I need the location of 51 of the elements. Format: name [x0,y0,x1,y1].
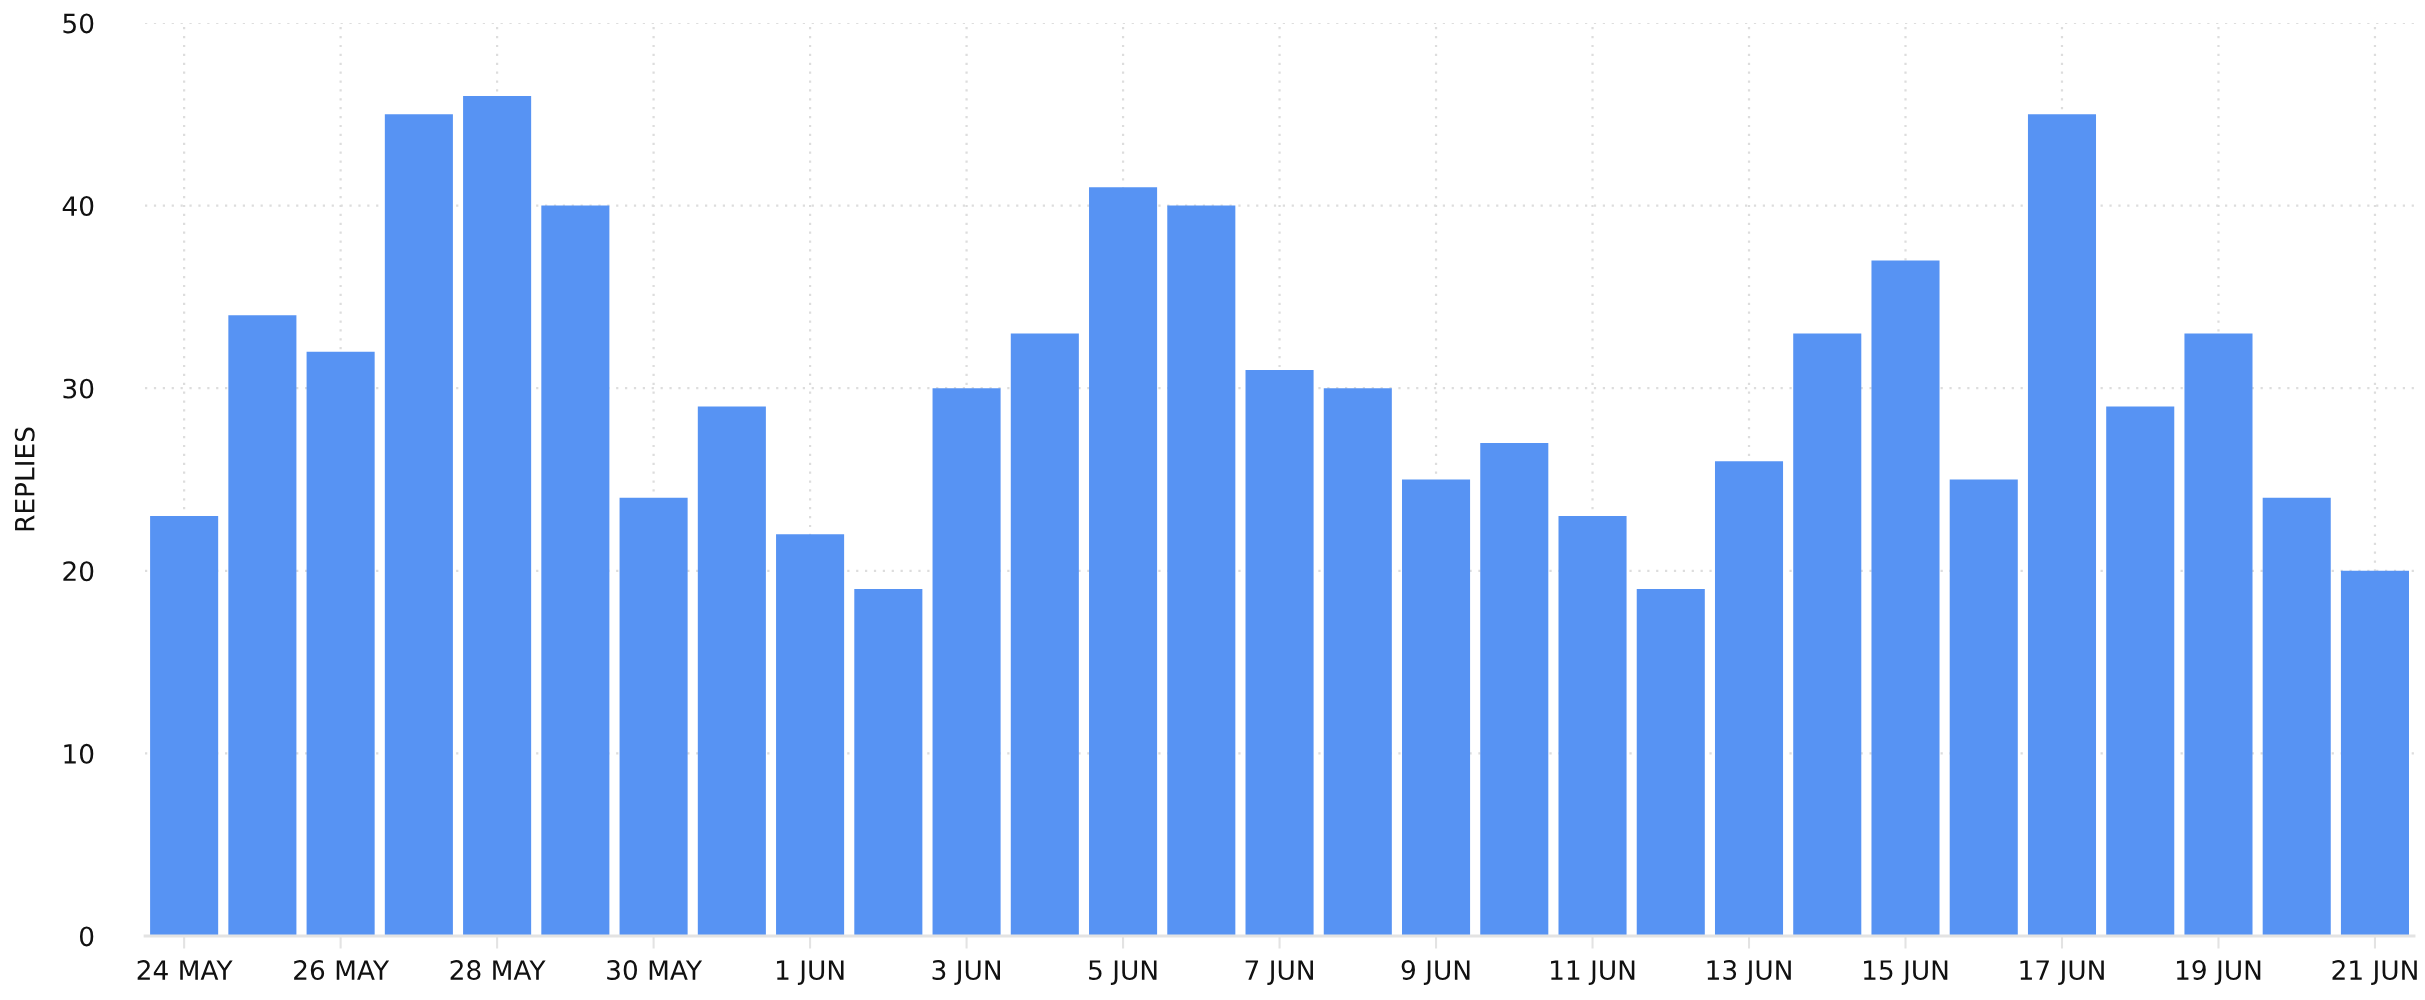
x-tick-label: 11 JUN [1551,960,1635,985]
x-tick-label: 1 JUN [776,960,844,985]
bar [541,205,610,936]
y-tick-label: 20 [63,561,94,582]
x-tick-label: 24 MAY [137,960,233,980]
x-tick-label: 21 JUN [2332,960,2417,985]
y-tick-label: 30 [63,378,94,399]
bar [1949,479,2018,936]
bar [1402,479,1471,936]
x-tick-label: 13 JUN [1707,960,1791,985]
bar [1010,333,1079,936]
bar [697,406,766,936]
bar [1323,388,1392,936]
bar [306,351,375,936]
bar [1558,516,1627,936]
y-axis-title: REPLIES [14,427,35,531]
bar [1480,442,1549,936]
x-tick-label: 15 JUN [1864,960,1948,985]
bar [2106,406,2175,936]
bar [776,534,845,936]
bar [2027,114,2097,936]
x-tick-label: 5 JUN [1089,960,1157,985]
x-tick-label: 28 MAY [450,960,546,981]
bar [854,589,923,936]
x-tick-label: 17 JUN [2020,960,2104,985]
x-tick-label: 3 JUN [932,960,1000,985]
y-tick-label: 10 [64,743,94,764]
x-tick-label: 7 JUN [1245,960,1313,985]
bar [1089,187,1158,936]
bar [1245,369,1314,936]
x-tick-label: 9 JUN [1401,960,1470,985]
bar [2262,497,2331,936]
y-tick-label: 50 [63,13,94,34]
bar [1167,205,1236,936]
bar [2184,333,2253,936]
bar [2340,570,2409,936]
bar [1793,333,1862,936]
x-tick-label: 30 MAY [607,960,703,981]
bar [228,315,297,936]
bar [619,497,688,936]
bar [932,388,1001,936]
bar [1871,260,1940,936]
bar [1636,589,1705,936]
y-tick-label: 40 [62,196,94,216]
bar [1714,461,1784,936]
bar [384,114,453,936]
x-tick-label: 19 JUN [2176,960,2261,985]
x-tick-label: 26 MAY [294,960,390,981]
bar [463,96,532,936]
y-tick-label: 0 [79,926,94,947]
bar [150,516,219,936]
